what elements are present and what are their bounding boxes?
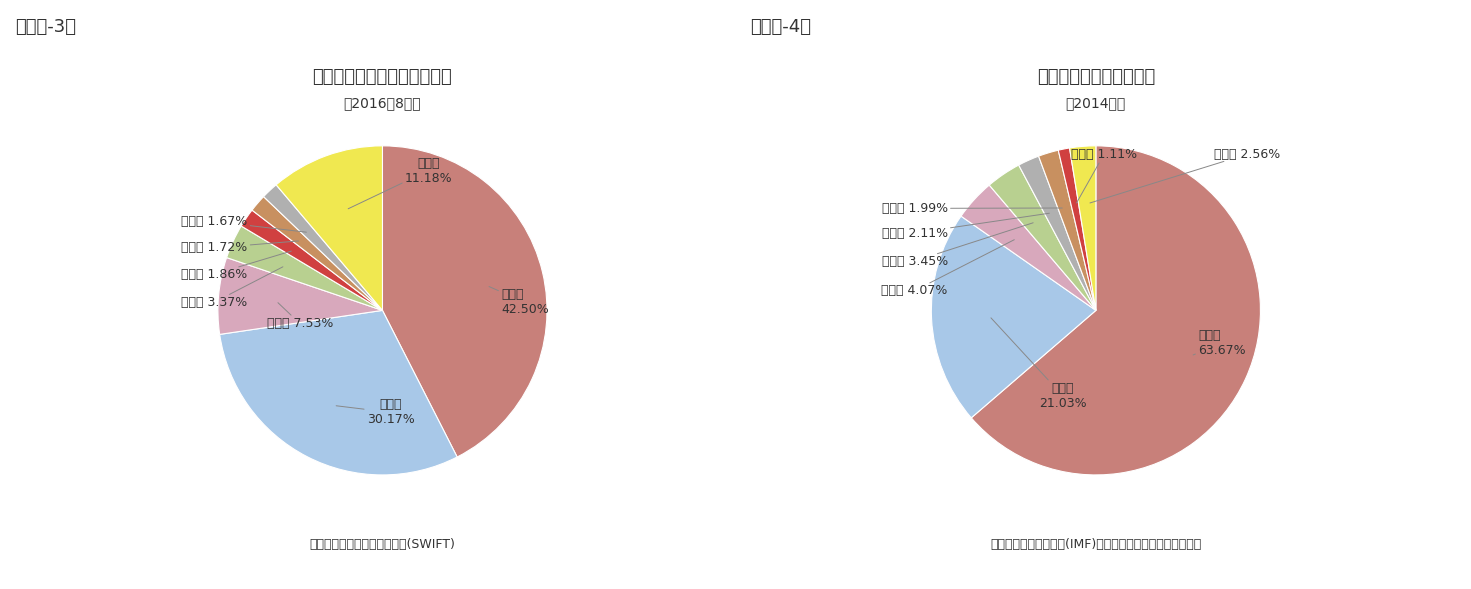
Text: （資料）国際通貨基金(IMF)による加盟国に対する特別調査: （資料）国際通貨基金(IMF)による加盟国に対する特別調査	[990, 538, 1202, 551]
Text: 米ドル
63.67%: 米ドル 63.67%	[1193, 329, 1246, 358]
Text: 米ドル
42.50%: 米ドル 42.50%	[488, 286, 549, 316]
Wedge shape	[1019, 156, 1096, 310]
Text: （図表-3）: （図表-3）	[15, 18, 75, 36]
Wedge shape	[1039, 150, 1096, 310]
Text: ユーロ
21.03%: ユーロ 21.03%	[991, 318, 1087, 410]
Text: 豪ドル 2.11%: 豪ドル 2.11%	[881, 213, 1049, 240]
Text: 外貨準備資産の通貨構成: 外貨準備資産の通貨構成	[1037, 68, 1155, 86]
Wedge shape	[382, 146, 547, 457]
Wedge shape	[277, 146, 382, 310]
Text: その他
11.18%: その他 11.18%	[349, 157, 453, 209]
Wedge shape	[252, 197, 382, 310]
Wedge shape	[1058, 148, 1096, 310]
Wedge shape	[990, 165, 1096, 310]
Text: 豪ドル 1.67%: 豪ドル 1.67%	[181, 215, 306, 232]
Wedge shape	[931, 216, 1096, 418]
Text: （図表-4）: （図表-4）	[750, 18, 811, 36]
Wedge shape	[263, 185, 382, 310]
Text: その他 2.56%: その他 2.56%	[1090, 148, 1281, 203]
Wedge shape	[227, 226, 382, 310]
Text: 人民元 1.86%: 人民元 1.86%	[181, 251, 291, 281]
Text: （2014年）: （2014年）	[1066, 96, 1125, 110]
Wedge shape	[241, 210, 382, 310]
Text: ポンド 7.53%: ポンド 7.53%	[266, 303, 332, 330]
Wedge shape	[219, 310, 457, 475]
Wedge shape	[1069, 146, 1096, 310]
Text: 加ドル 1.99%: 加ドル 1.99%	[881, 202, 1062, 215]
Text: 日本円 3.45%: 日本円 3.45%	[881, 223, 1033, 267]
Text: 加ドル 1.72%: 加ドル 1.72%	[181, 241, 299, 254]
Text: 貿易・金融決済額の通貨構成: 貿易・金融決済額の通貨構成	[312, 68, 453, 86]
Text: （2016年8月）: （2016年8月）	[344, 96, 421, 110]
Text: 人民元 1.11%: 人民元 1.11%	[1071, 148, 1137, 203]
Wedge shape	[971, 146, 1261, 475]
Text: ユーロ
30.17%: ユーロ 30.17%	[337, 398, 415, 426]
Text: （資料）国際銀行間通信協会(SWIFT): （資料）国際銀行間通信協会(SWIFT)	[309, 538, 456, 551]
Wedge shape	[218, 257, 382, 335]
Wedge shape	[961, 185, 1096, 310]
Text: 日本円 3.37%: 日本円 3.37%	[181, 267, 282, 309]
Text: ポンド 4.07%: ポンド 4.07%	[881, 240, 1015, 297]
